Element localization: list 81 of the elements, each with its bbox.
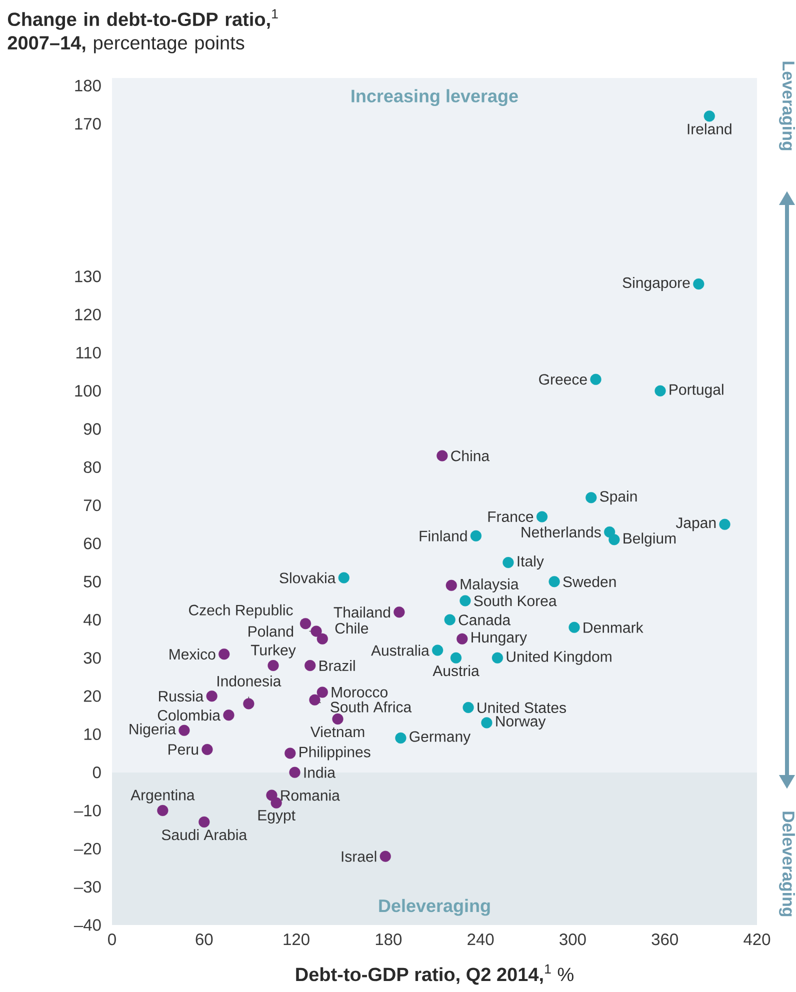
annotation: Brazil <box>320 660 355 672</box>
annotation: Vietnam <box>310 726 364 738</box>
annotation: Thailand <box>334 606 390 618</box>
x-tick-label: 60 <box>196 934 213 946</box>
annotation: Saudi Arabia <box>162 829 248 840</box>
y-tick-label: 50 <box>84 576 101 588</box>
annotation: Indonesia <box>218 675 282 686</box>
annotation: Morocco <box>332 687 388 698</box>
band-label: Deleveraging <box>379 898 490 916</box>
annotation: India <box>304 766 336 778</box>
annotation: Portugal <box>670 384 724 398</box>
annotation: Czech Republic <box>189 604 293 618</box>
annotation: Russia <box>159 690 204 702</box>
x-axis-title: Debt-to-GDP ratio, Q2 2014,$^{1}$ % <box>296 964 574 985</box>
annotation: Greece <box>539 374 587 385</box>
text: Deleveraging <box>779 812 795 916</box>
annotation: China <box>451 450 490 462</box>
y-tick-label: 30 <box>84 652 101 664</box>
y-tick-label: 180 <box>75 80 101 92</box>
annotation: Japan <box>676 518 716 532</box>
annotation: Chile <box>335 622 368 634</box>
y-tick-label: 70 <box>84 499 101 512</box>
annotation: South Korea <box>474 595 557 606</box>
annotation: Slovakia <box>280 572 336 584</box>
annotation: United States <box>478 702 566 714</box>
text: Change in debt-to-GDP ratio,$^{1}$ 2007–14, percentage points <box>8 9 278 54</box>
y-tick-label: 60 <box>84 538 101 550</box>
annotation: South Africa <box>330 701 412 712</box>
annotation: Peru <box>168 744 198 755</box>
x-tick-label: 240 <box>468 934 494 946</box>
annotation: Denmark <box>584 622 644 633</box>
annotation: Nigeria <box>130 723 176 738</box>
y-tick-label: 40 <box>84 614 101 626</box>
annotation: Philippines <box>300 746 370 760</box>
y-tick-label: –30 <box>74 881 101 893</box>
y-tick-label: 10 <box>84 728 101 740</box>
y-tick-label: –10 <box>74 804 101 816</box>
annotation: Germany <box>410 731 471 745</box>
text: Leveraging <box>779 62 795 150</box>
x-tick-label: 120 <box>284 934 310 946</box>
annotation: Ireland <box>688 123 732 134</box>
y-tick-label: 80 <box>84 461 101 473</box>
y-tick-label: 20 <box>84 690 101 702</box>
y-tick-label: 90 <box>84 423 101 435</box>
annotation: Netherlands <box>522 526 601 538</box>
annotation: Colombia <box>158 710 220 721</box>
x-tick-label: 180 <box>376 934 402 946</box>
annotation: Turkey <box>250 644 296 658</box>
x-tick-label: 420 <box>744 934 770 946</box>
x-tick-label: 360 <box>652 934 678 946</box>
annotation: Australia <box>371 644 430 656</box>
annotation: Spain <box>600 490 637 505</box>
annotation: Singapore <box>622 277 690 291</box>
y-tick-label: 120 <box>75 308 101 320</box>
annotation: Italy <box>518 556 544 570</box>
y-tick-label: –40 <box>74 919 101 931</box>
annotation: Belgium <box>624 532 676 547</box>
annotation: Norway <box>496 716 546 730</box>
annotation: Hungary <box>472 632 527 646</box>
x-tick-label: 0 <box>108 934 116 946</box>
annotation: Israel <box>342 850 376 862</box>
annotation: France <box>488 512 534 522</box>
y-tick-label: 110 <box>76 346 101 359</box>
y-tick-label: 130 <box>75 270 101 282</box>
annotation: Canada <box>458 614 511 626</box>
annotation: Austria <box>432 665 480 676</box>
annotation: Finland <box>420 530 467 542</box>
annotation: United Kingdom <box>506 650 612 665</box>
y-tick-label: 100 <box>75 385 101 397</box>
y-tick-label: –20 <box>74 842 101 855</box>
annotation: Mexico <box>170 648 216 660</box>
band-label: Increasing leverage <box>352 89 518 106</box>
annotation: Romania <box>281 790 340 801</box>
x-tick-label: 300 <box>560 934 586 946</box>
annotation: Sweden <box>563 576 616 588</box>
annotation: Egypt <box>258 810 296 824</box>
annotation: Argentina <box>130 789 195 804</box>
y-tick-label: 170 <box>75 118 101 130</box>
annotation: Poland <box>248 626 294 637</box>
y-tick-label: 0 <box>92 766 101 778</box>
annotation: Malaysia <box>460 578 519 592</box>
